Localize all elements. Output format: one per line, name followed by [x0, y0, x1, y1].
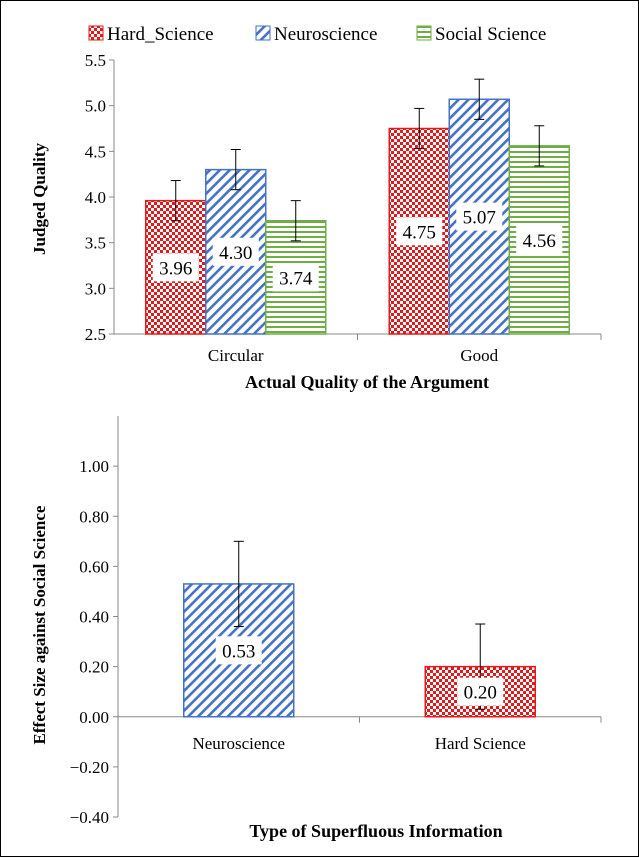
legend-label-neuroscience: Neuroscience [274, 24, 377, 45]
data-label-box [457, 677, 504, 706]
chart2-y-tick-label: −0.20 [70, 758, 109, 777]
data-label-box [215, 636, 262, 665]
data-label-box [516, 225, 563, 254]
chart2-y-tick-label: 0.40 [79, 608, 109, 627]
data-label-neuroscience: 0.53 [222, 641, 255, 662]
chart2-y-tick-label: 0.80 [79, 507, 109, 526]
chart1-y-tick-label: 5.5 [85, 51, 106, 70]
chart2-y-tick-label: 0.00 [79, 708, 109, 727]
data-label-box [456, 202, 503, 231]
chart2-y-axis-title: Effect Size against Social Science [30, 505, 49, 744]
legend-swatch-social-science [416, 25, 432, 41]
chart2-x-tick-label-neuroscience: Neuroscience [192, 734, 285, 753]
data-label-box [212, 237, 259, 266]
chart2-plot: −0.40 −0.20 0.00 0.20 0.40 0.60 0.80 1.00 Neuros… [70, 416, 602, 827]
chart2-x-tick-label-hard-science: Hard Science [435, 734, 526, 753]
chart1-x-tick-label-good: Good [460, 346, 498, 365]
chart1-x-tick-label-circular: Circular [208, 346, 264, 365]
chart1-y-axis-title: Judged Quality [30, 143, 49, 255]
data-label-hard-science-good: 4.75 [403, 222, 436, 243]
legend-label-hard-science: Hard_Science [107, 24, 214, 45]
data-label-box [272, 263, 319, 292]
data-label-box [396, 217, 443, 246]
legend-label-social-science: Social Science [435, 24, 546, 45]
chart1-legend: Hard_Science Neuroscience Social Science [88, 24, 546, 45]
chart1-plot: 2.5 3.0 3.5 4.0 4.5 5.0 5.5 Circular 3.96 4.30 3.7… [85, 51, 602, 365]
data-label-hard-science: 0.20 [464, 683, 497, 704]
data-label-neuroscience-circular: 4.30 [219, 243, 252, 264]
chart2-y-tick-label: 0.60 [79, 557, 109, 576]
chart1-x-axis-title: Actual Quality of the Argument [245, 372, 489, 392]
data-label-hard-science-circular: 3.96 [159, 258, 192, 279]
chart2-y-tick-label: 0.20 [79, 658, 109, 677]
data-label-social-science-good: 4.56 [523, 231, 556, 252]
chart1-y-tick-label: 4.0 [85, 188, 106, 207]
legend-swatch-hard-science [88, 25, 104, 41]
chart1-y-tick-label: 3.0 [85, 279, 106, 298]
data-label-neuroscience-good: 5.07 [463, 208, 496, 229]
chart1-y-tick-label: 4.5 [85, 142, 106, 161]
chart2-y-tick-label: 1.00 [79, 457, 109, 476]
data-label-box [152, 253, 199, 282]
data-label-social-science-circular: 3.74 [279, 268, 313, 289]
legend-swatch-neuroscience [255, 25, 271, 41]
chart2-y-tick-label: −0.40 [70, 808, 109, 827]
chart1-y-tick-label: 5.0 [85, 97, 106, 116]
chart1-y-tick-label: 2.5 [85, 325, 106, 344]
chart1-y-tick-label: 3.5 [85, 234, 106, 253]
chart2-x-axis-title: Type of Superfluous Information [249, 821, 502, 841]
